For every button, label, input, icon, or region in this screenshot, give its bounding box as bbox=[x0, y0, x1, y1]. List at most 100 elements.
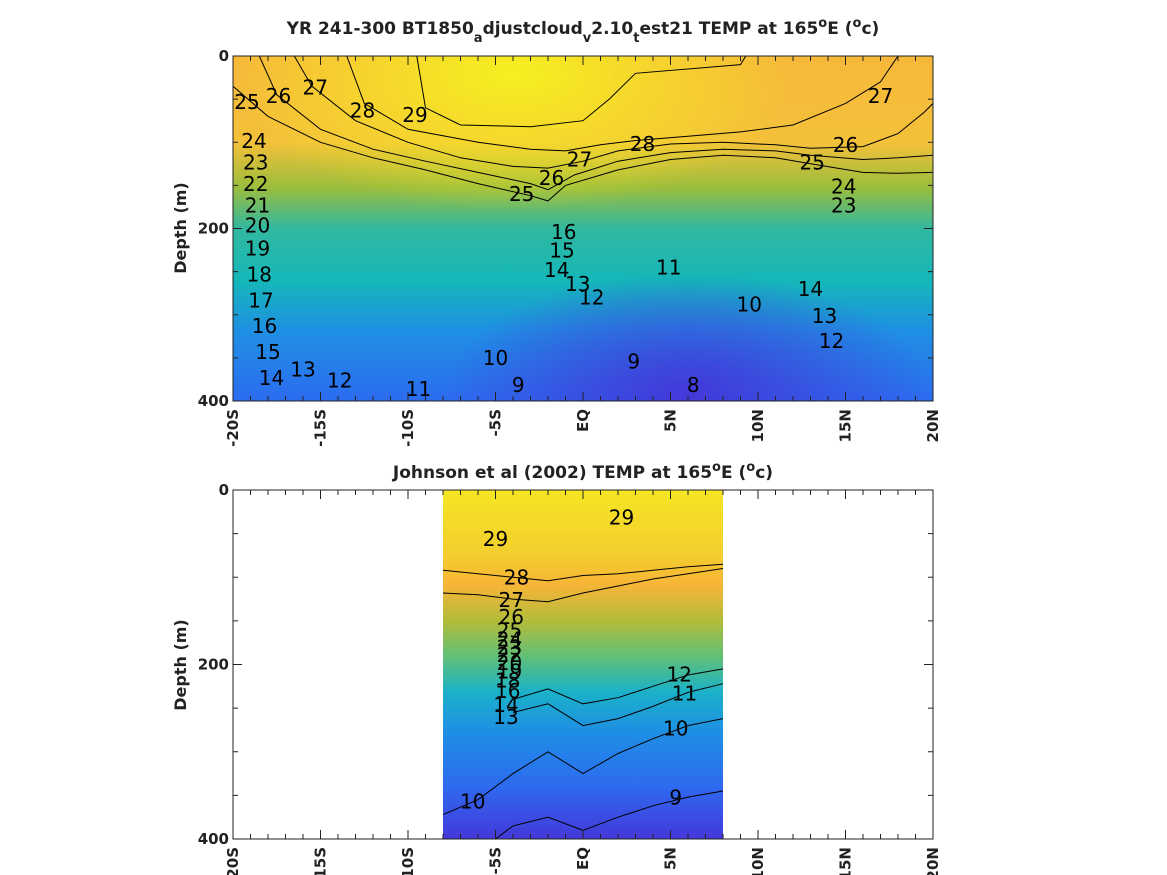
contour-label: 15 bbox=[549, 238, 574, 262]
contour-label: 16 bbox=[252, 314, 277, 338]
contour-line-25 bbox=[233, 85, 933, 202]
contour-label: 14 bbox=[493, 693, 518, 717]
panel-1-title: YR 241-300 BT1850adjustcloudv2.10test21 … bbox=[286, 16, 880, 46]
contour-label: 23 bbox=[243, 150, 268, 174]
y-tick-label: 400 bbox=[198, 830, 229, 848]
contour-line-28 bbox=[346, 56, 899, 152]
contour-label: 10 bbox=[460, 790, 485, 814]
x-tick-label: 10N bbox=[749, 409, 767, 442]
contour-label: 22 bbox=[497, 643, 522, 667]
x-tick-label: EQ bbox=[574, 409, 592, 432]
panel-model: YR 241-300 BT1850adjustcloudv2.10test21 … bbox=[171, 16, 942, 447]
contour-label: 26 bbox=[266, 84, 291, 108]
contour-label: 11 bbox=[406, 377, 431, 401]
contour-label: 9 bbox=[512, 373, 525, 397]
x-tick-label: EQ bbox=[574, 847, 592, 870]
contour-line-10 bbox=[442, 718, 724, 816]
contour-label: 22 bbox=[243, 172, 268, 196]
x-tick-label: -15S bbox=[312, 409, 330, 447]
contour-label: 14 bbox=[259, 366, 284, 390]
contour-label: 13 bbox=[565, 272, 590, 296]
contour-label: 24 bbox=[241, 129, 266, 153]
contour-label: 12 bbox=[819, 329, 844, 353]
contour-label: 19 bbox=[245, 237, 270, 261]
panel-2-heatmap bbox=[443, 490, 723, 839]
contour-label: 13 bbox=[812, 304, 837, 328]
contour-label: 27 bbox=[868, 84, 893, 108]
contour-label: 13 bbox=[493, 705, 518, 729]
panel-2-ylabel: Depth (m) bbox=[171, 619, 190, 711]
contour-label: 25 bbox=[800, 150, 825, 174]
panel-1-ylabel: Depth (m) bbox=[171, 182, 190, 274]
contour-label: 26 bbox=[499, 605, 524, 629]
contour-label: 9 bbox=[627, 350, 640, 374]
y-tick-label: 400 bbox=[198, 392, 229, 410]
panel-1-heatmap-cold-core bbox=[233, 56, 933, 401]
panel-1-ticks: -20S -15S -10S -5S EQ 5N 10N 15N 20N 0 200 400 bbox=[198, 47, 942, 447]
contour-label: 25 bbox=[234, 90, 259, 114]
contour-label: 28 bbox=[630, 132, 655, 156]
contour-label: 26 bbox=[833, 133, 858, 157]
contour-label: 14 bbox=[798, 277, 823, 301]
contour-label: 12 bbox=[327, 369, 352, 393]
contour-line-11 bbox=[512, 683, 724, 727]
panel-1-contours bbox=[233, 56, 933, 202]
contour-label: 10 bbox=[483, 346, 508, 370]
x-tick-label: -15S bbox=[312, 847, 330, 875]
y-tick-label: 200 bbox=[198, 220, 229, 238]
contour-label: 18 bbox=[247, 262, 272, 286]
contour-line-26 bbox=[258, 56, 933, 191]
contour-label: 28 bbox=[350, 99, 375, 123]
x-tick-label: 15N bbox=[837, 409, 855, 442]
contour-label: 24 bbox=[831, 174, 856, 198]
x-tick-label: -20S bbox=[224, 409, 242, 447]
contour-line-27 bbox=[442, 568, 724, 603]
contour-line-28 bbox=[442, 563, 724, 582]
x-tick-label: 10N bbox=[749, 847, 767, 875]
panel-2-contours bbox=[442, 563, 724, 839]
contour-label: 26 bbox=[539, 166, 564, 190]
contour-label: 29 bbox=[483, 527, 508, 551]
contour-label: 23 bbox=[497, 635, 522, 659]
contour-label: 14 bbox=[544, 258, 569, 282]
contour-label: 20 bbox=[245, 213, 270, 237]
contour-label: 8 bbox=[687, 373, 700, 397]
y-tick-label: 200 bbox=[198, 656, 229, 674]
contour-label: 25 bbox=[509, 182, 534, 206]
contour-label: 25 bbox=[497, 619, 522, 643]
x-tick-label: -10S bbox=[399, 847, 417, 875]
panel-observed: Johnson et al (2002) TEMP at 165oE (oc) … bbox=[171, 460, 942, 875]
contour-label: 21 bbox=[245, 193, 270, 217]
contour-label: 27 bbox=[499, 588, 524, 612]
contour-label: 10 bbox=[737, 293, 762, 317]
contour-label: 9 bbox=[669, 785, 682, 809]
contour-label: 16 bbox=[495, 679, 520, 703]
contour-label: 27 bbox=[567, 148, 592, 172]
x-tick-label: -20S bbox=[224, 847, 242, 875]
x-tick-label: 20N bbox=[924, 409, 942, 442]
contour-line-9 bbox=[495, 790, 724, 839]
contour-label: 18 bbox=[495, 668, 520, 692]
contour-label: 28 bbox=[504, 565, 529, 589]
contour-label: 27 bbox=[303, 75, 328, 99]
panel-2-title: Johnson et al (2002) TEMP at 165oE (oc) bbox=[392, 460, 773, 484]
y-tick-label: 0 bbox=[219, 47, 229, 65]
x-tick-label: -5S bbox=[487, 847, 505, 874]
x-tick-label: 20N bbox=[924, 847, 942, 875]
contour-label: 24 bbox=[497, 627, 522, 651]
contour-label: 12 bbox=[579, 286, 604, 310]
contour-label: 15 bbox=[255, 340, 280, 364]
contour-label: 13 bbox=[290, 357, 315, 381]
y-tick-label: 0 bbox=[219, 481, 229, 499]
contour-label: 16 bbox=[551, 220, 576, 244]
x-tick-label: -10S bbox=[399, 409, 417, 447]
x-tick-label: 5N bbox=[662, 409, 680, 432]
contour-label: 20 bbox=[497, 651, 522, 675]
x-tick-label: -5S bbox=[487, 409, 505, 436]
contour-line-27 bbox=[293, 56, 933, 169]
contour-label: 19 bbox=[497, 660, 522, 684]
contour-label: 17 bbox=[248, 288, 273, 312]
